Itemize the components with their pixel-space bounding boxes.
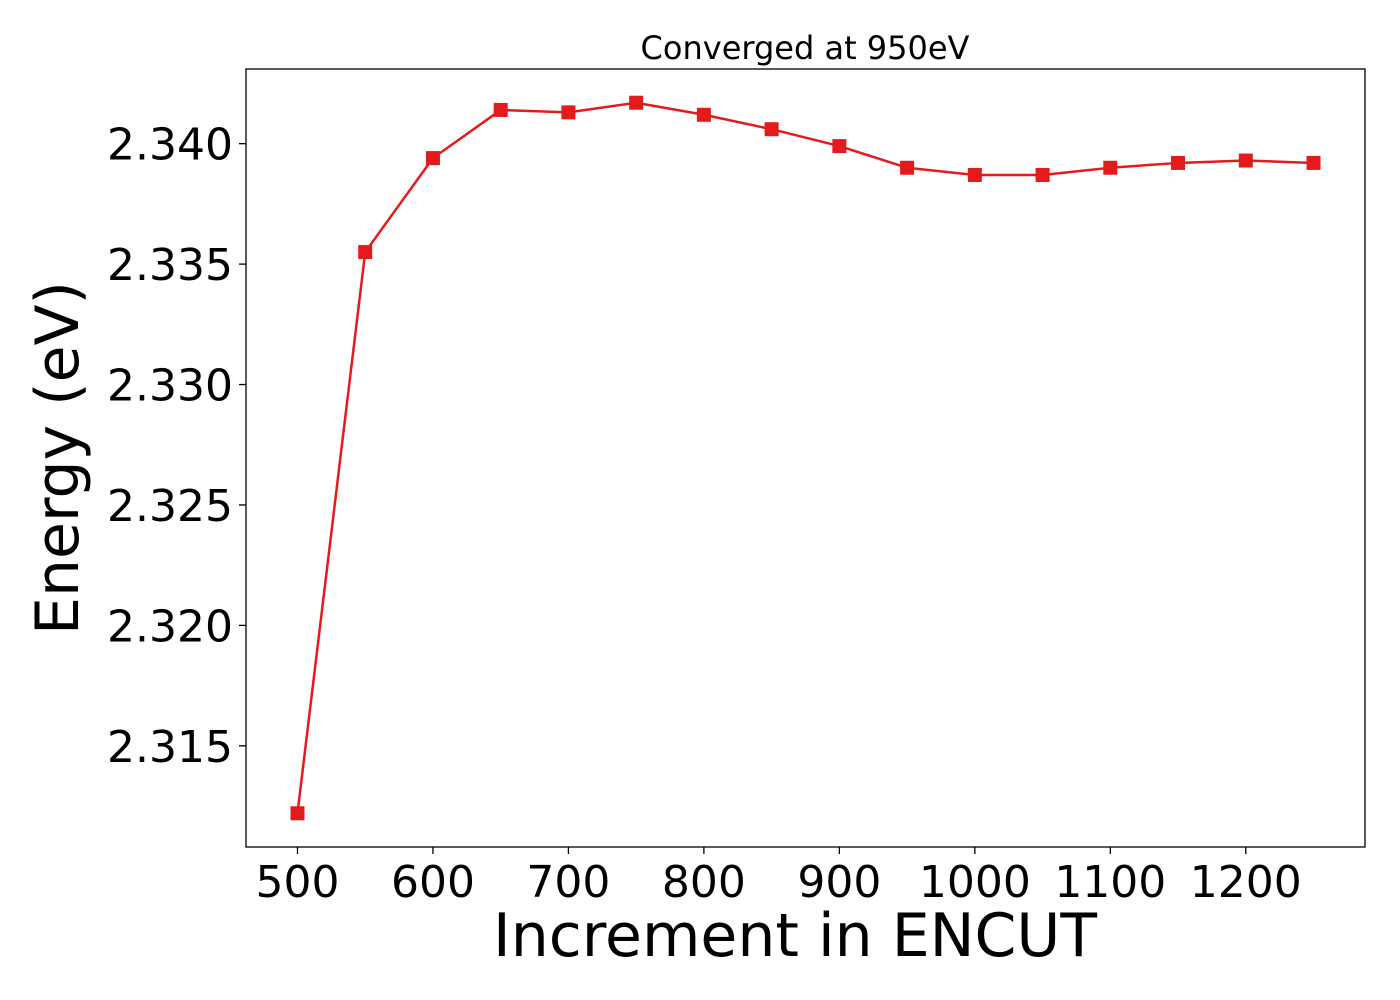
y-tick-label: 2.315	[107, 722, 233, 773]
data-point	[358, 245, 373, 260]
data-point	[290, 806, 305, 821]
chart-title: Converged at 950eV	[641, 29, 970, 67]
data-point	[493, 102, 508, 117]
y-axis-label: Energy (eV)	[23, 281, 93, 635]
axis-ticks: 500 600 700 800 900 1000 1100 1200 2.315 2.320 2.3…	[107, 120, 1302, 908]
x-axis-label: Increment in ENCUT	[493, 901, 1097, 971]
y-tick-label: 2.320	[107, 601, 233, 652]
data-series	[290, 95, 1321, 821]
x-tick-label: 800	[662, 857, 746, 908]
data-point	[967, 167, 982, 182]
y-tick-label: 2.330	[107, 361, 233, 412]
x-tick-label: 1100	[1054, 857, 1166, 908]
data-point	[425, 151, 440, 166]
data-point	[696, 107, 711, 122]
data-point	[900, 160, 915, 175]
data-point	[629, 95, 644, 110]
y-tick-label: 2.335	[107, 240, 233, 291]
data-point	[1171, 155, 1186, 170]
data-point	[832, 139, 847, 154]
series-line	[296, 101, 1314, 814]
x-tick-label: 1000	[919, 857, 1031, 908]
data-point	[1306, 155, 1321, 170]
x-tick-label: 700	[526, 857, 610, 908]
data-point	[1103, 160, 1118, 175]
x-tick-label: 600	[391, 857, 475, 908]
data-point	[1238, 153, 1253, 168]
plot-area	[245, 68, 1366, 848]
data-point	[561, 105, 576, 120]
data-point	[764, 122, 779, 137]
data-point	[1035, 167, 1050, 182]
x-tick-label: 1200	[1190, 857, 1302, 908]
y-tick-label: 2.325	[107, 481, 233, 532]
x-tick-label: 500	[255, 857, 339, 908]
x-tick-label: 900	[797, 857, 881, 908]
y-tick-label: 2.340	[107, 120, 233, 171]
